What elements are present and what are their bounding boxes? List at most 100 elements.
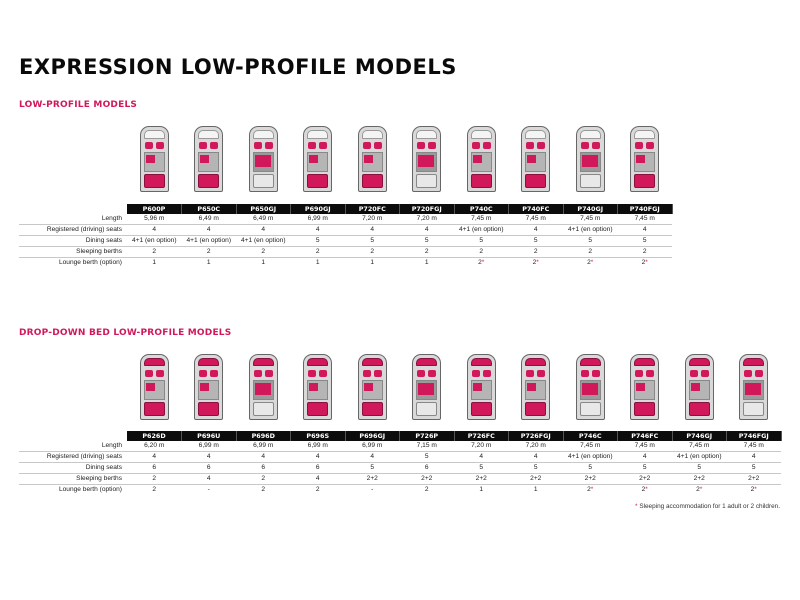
table-cell: 4+1 (en option) — [236, 235, 291, 248]
table-cell: 5 — [726, 462, 781, 475]
floorplan-slot — [563, 352, 618, 420]
floorplans-drop-down-bed — [127, 352, 781, 420]
floorplan-slot — [127, 124, 182, 192]
table-cell: 5 — [563, 462, 618, 475]
table-cell: 4+1 (en option) — [454, 224, 509, 237]
table-cell: 2* — [587, 486, 594, 494]
section-title-low-profile: LOW-PROFILE MODELS — [19, 100, 138, 110]
table-cell: - — [371, 486, 374, 494]
floorplan-slot — [672, 352, 727, 420]
model-header: P696D — [236, 431, 291, 442]
table-cell: 1 — [315, 259, 320, 267]
table-cell: 6 — [236, 462, 291, 475]
table-cell: 2+2 — [617, 473, 672, 486]
floorplan-slot — [291, 352, 346, 420]
model-header: P740FGJ — [617, 204, 673, 215]
table-cell: 4 — [617, 451, 672, 464]
floorplans-low-profile — [127, 124, 672, 192]
model-header: P726FGJ — [508, 431, 564, 442]
floorplan-image — [739, 354, 769, 420]
floorplan-image — [139, 126, 169, 192]
table-cell: 4 — [508, 451, 563, 464]
floorplan-slot — [563, 124, 618, 192]
table-cell: 2* — [641, 486, 648, 494]
table-row: Lounge berth (option) 2 - 2 2 - 2 1 1 2* 2* 2* 2* — [19, 485, 781, 496]
table-cell: 4 — [345, 224, 400, 237]
floorplan-image — [194, 354, 224, 420]
floorplan-image — [575, 354, 605, 420]
table-cell: 4+1 (en option) — [127, 235, 182, 248]
table-cell: 2 — [290, 246, 345, 259]
floorplan-image — [412, 354, 442, 420]
table-cell: 7,45 m — [563, 214, 618, 226]
floorplan-image — [139, 354, 169, 420]
table-cell: 4 — [617, 224, 672, 237]
table-cell: 4 — [290, 451, 345, 464]
table-row: Length 6,20 m 6,99 m 6,99 m 6,99 m 6,99 m 7,15… — [19, 441, 781, 453]
table-cell: 5 — [508, 462, 563, 475]
table-cell: 5 — [454, 235, 509, 248]
table-cell: 5 — [563, 235, 618, 248]
model-header: P740FC — [508, 204, 564, 215]
table-cell: 4 — [454, 451, 509, 464]
floorplan-image — [357, 126, 387, 192]
floorplan-slot — [400, 352, 455, 420]
floorplan-slot — [182, 352, 237, 420]
table-cell: 4+1 (en option) — [672, 451, 727, 464]
table-cell: 1 — [206, 259, 211, 267]
table-row: Length 5,96 m 6,49 m 6,49 m 6,99 m 7,20 m 7,20… — [19, 214, 672, 226]
table-row: Dining seats 4+1 (en option) 4+1 (en optio… — [19, 235, 672, 248]
footnote-marker: * — [645, 486, 648, 494]
floorplan-image — [521, 354, 551, 420]
floorplan-image — [412, 126, 442, 192]
model-header: P746GJ — [672, 431, 727, 442]
table-cell: 7,45 m — [672, 441, 727, 453]
table-cell: 4 — [181, 473, 236, 486]
floorplan-slot — [236, 352, 291, 420]
floorplan-slot — [509, 124, 564, 192]
table-cell: 2* — [587, 259, 594, 267]
floorplan-slot — [400, 124, 455, 192]
table-cell: 5 — [345, 462, 400, 475]
table-cell: 2* — [750, 486, 757, 494]
table-cell: 2 — [236, 473, 291, 486]
floorplan-slot — [236, 124, 291, 192]
table-cell: 5 — [399, 235, 454, 248]
table-cell: 5 — [617, 235, 672, 248]
table-cell: 1 — [370, 259, 375, 267]
table-cell: 7,45 m — [454, 214, 509, 226]
table-cell: 4 — [181, 224, 236, 237]
table-cell: 7,45 m — [508, 214, 563, 226]
spec-table-drop-down-bed: P626D P696U P696D P696S P696GJ P726P P726FC P72… — [19, 431, 782, 495]
table-cell: 7,20 m — [399, 214, 454, 226]
floorplan-image — [248, 126, 278, 192]
table-cell: 7,15 m — [399, 441, 454, 453]
model-header: P600P — [127, 204, 182, 215]
table-cell: 4+1 (en option) — [181, 235, 236, 248]
table-cell: 2 — [454, 246, 509, 259]
row-label: Sleeping berths — [19, 473, 127, 486]
model-header: P650C — [181, 204, 237, 215]
floorplan-slot — [345, 352, 400, 420]
floorplan-slot — [127, 352, 182, 420]
table-row: Sleeping berths 2 4 2 4 2+2 2+2 2+2 2+2 2+2 2+2 2+2… — [19, 473, 781, 486]
table-cell: 6,99 m — [345, 441, 400, 453]
table-cell: 2 — [152, 486, 157, 494]
model-header: P720FC — [345, 204, 400, 215]
table-cell: 5 — [508, 235, 563, 248]
table-cell: 6,99 m — [290, 441, 345, 453]
table-cell: 5 — [399, 451, 454, 464]
table-cell: 2+2 — [399, 473, 454, 486]
floorplan-slot — [291, 124, 346, 192]
floorplan-image — [194, 126, 224, 192]
floorplan-slot — [182, 124, 237, 192]
table-cell: 2 — [315, 486, 320, 494]
floorplan-image — [466, 126, 496, 192]
model-header: P696GJ — [345, 431, 400, 442]
table-cell: 4 — [127, 224, 182, 237]
table-cell: 1 — [261, 259, 266, 267]
table-row: Sleeping berths 2 2 2 2 2 2 2 2 2 2 — [19, 246, 672, 259]
table-cell: 5,96 m — [127, 214, 182, 226]
table-corner — [19, 431, 127, 441]
table-cell: 2 — [181, 246, 236, 259]
